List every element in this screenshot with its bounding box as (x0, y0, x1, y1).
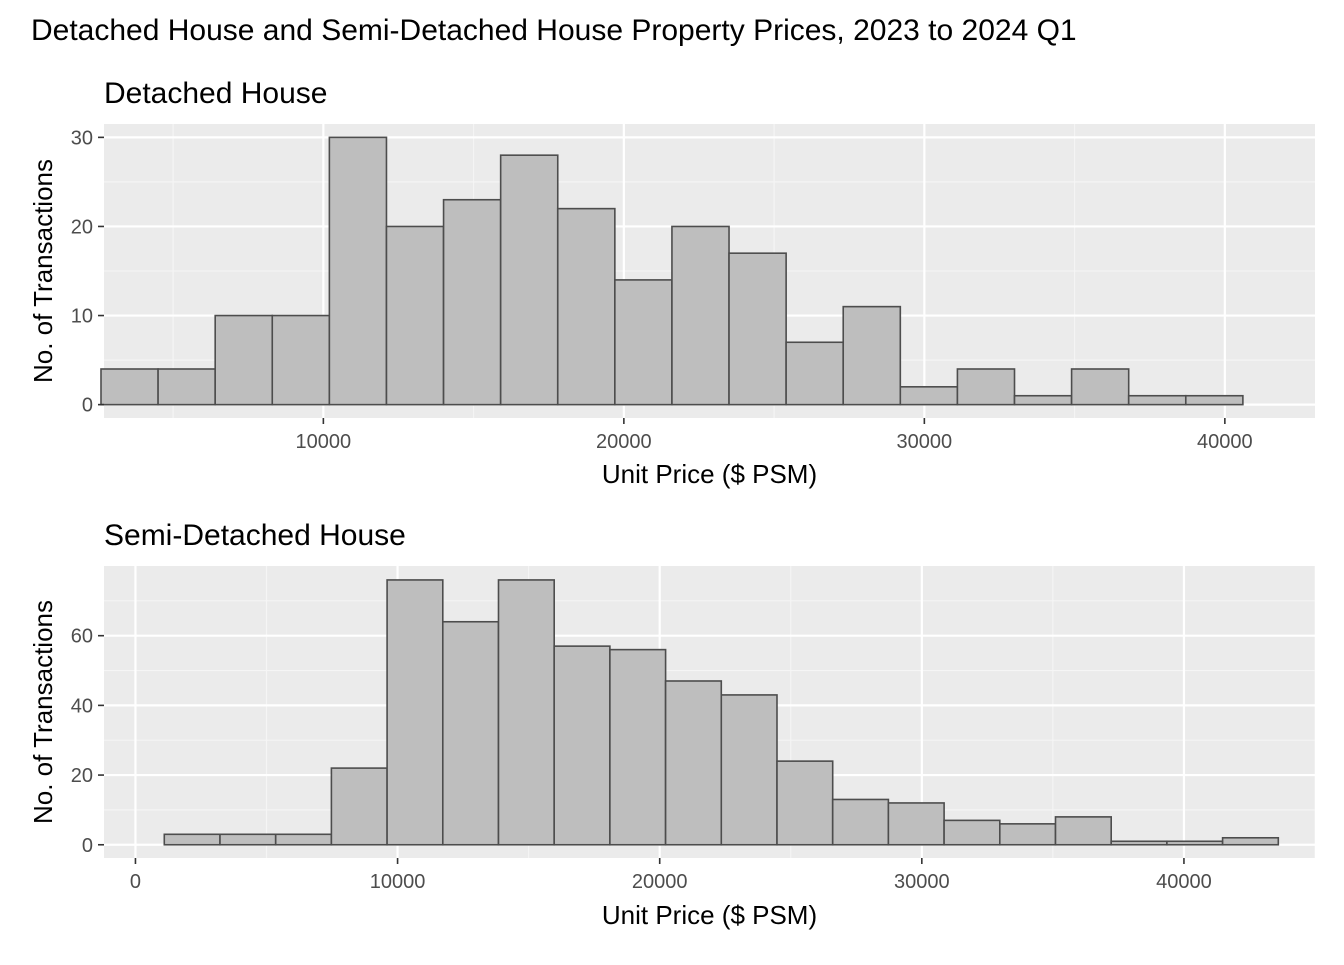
histogram-bar (831, 798, 890, 846)
histogram-bar (556, 207, 616, 406)
panel-detached-house: Detached House 10000 20000 30000 40000 0 10 20 3… (28, 77, 1315, 489)
y-tick-label: 30 (71, 127, 93, 149)
histogram-bar (1070, 368, 1130, 406)
histogram-bar (899, 386, 959, 406)
histogram-bar (1221, 836, 1280, 846)
histogram-bar (720, 694, 778, 846)
histogram-bar (776, 760, 834, 846)
figure-title: Detached House and Semi-Detached House P… (31, 14, 1077, 47)
histogram-bar (1054, 816, 1113, 846)
x-tick-label: 10000 (296, 431, 352, 453)
y-axis-title: No. of Transactions (28, 600, 58, 824)
x-axis-title: Unit Price ($ PSM) (602, 900, 817, 930)
histogram-bar (330, 767, 388, 846)
histogram-bar (671, 225, 730, 406)
x-tick-label: 30000 (894, 871, 950, 893)
y-axis-title: No. of Transactions (28, 159, 58, 383)
x-tick-label: 20000 (632, 871, 688, 893)
histogram-bar (497, 579, 555, 846)
histogram-bar (214, 314, 274, 406)
y-tick-label: 20 (71, 765, 93, 787)
histogram-bar (219, 833, 277, 846)
histogram-bar (274, 833, 333, 846)
y-tick-label: 60 (71, 626, 93, 648)
histogram-bar (553, 645, 611, 846)
histogram-bar (1184, 394, 1244, 406)
histogram-bar (442, 198, 502, 406)
x-tick-label: 40000 (1156, 871, 1212, 893)
histogram-bar (386, 579, 444, 846)
x-axis-title: Unit Price ($ PSM) (602, 459, 817, 489)
histogram-bar (785, 341, 845, 406)
x-tick-label: 30000 (897, 431, 953, 453)
histogram-bar (943, 819, 1001, 846)
histogram-bar (1127, 394, 1187, 406)
histogram-bar (664, 680, 723, 846)
histogram-bar (614, 279, 673, 406)
y-tick-label: 0 (82, 835, 93, 857)
histogram-bar (609, 648, 667, 846)
histogram-bar (385, 225, 445, 406)
histogram-bar (956, 368, 1016, 406)
x-tick-label: 0 (130, 871, 141, 893)
x-tick-label: 40000 (1197, 431, 1253, 453)
histogram-bar (499, 154, 559, 406)
x-tick-label: 20000 (596, 431, 652, 453)
histogram-bar (887, 802, 945, 846)
histogram-bars (163, 579, 1280, 846)
histogram-bar (1166, 840, 1224, 846)
histogram-bar (328, 136, 388, 406)
y-tick-label: 0 (82, 395, 93, 417)
histogram-bars (100, 136, 1244, 406)
panel-title: Detached House (104, 77, 327, 110)
histogram-bar (271, 314, 331, 406)
y-tick-label: 10 (71, 306, 93, 328)
x-tick-label: 10000 (370, 871, 426, 893)
histogram-bar (163, 833, 221, 846)
histogram-bar (998, 823, 1057, 846)
histogram-bar (842, 305, 902, 406)
panel-semi-detached-house: Semi-Detached House 0 10000 20000 30000 40000… (28, 519, 1315, 930)
histogram-bar (441, 620, 500, 846)
histogram-bar (1110, 840, 1168, 846)
y-tick-label: 20 (71, 216, 93, 238)
histogram-bar (1013, 394, 1073, 406)
histogram-bar (157, 368, 216, 406)
panel-title: Semi-Detached House (104, 519, 406, 552)
histogram-bar (100, 368, 159, 406)
histogram-bar (728, 252, 787, 406)
y-tick-label: 40 (71, 695, 93, 717)
